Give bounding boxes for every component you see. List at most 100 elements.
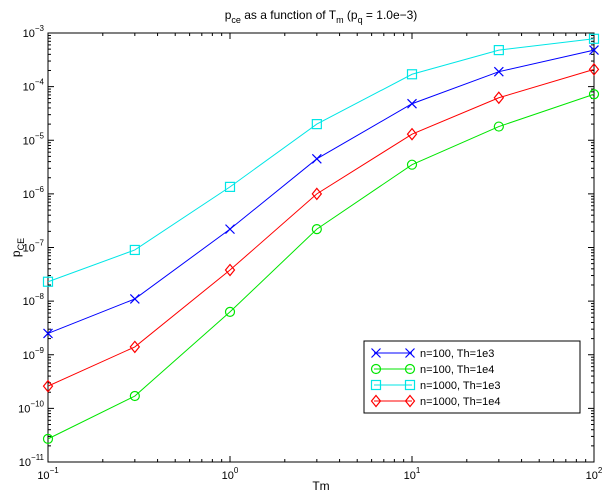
chart-title-part: (p bbox=[344, 8, 358, 22]
x-tick-label: 100 bbox=[222, 466, 239, 482]
data-point bbox=[406, 127, 418, 141]
legend-marker bbox=[404, 394, 416, 408]
chart-title-part: m bbox=[336, 15, 344, 25]
y-tick-label-exponent: −11 bbox=[31, 453, 45, 462]
chart-title-part: ce bbox=[231, 15, 241, 25]
y-tick-label: 10−4 bbox=[23, 78, 45, 94]
data-point bbox=[42, 276, 54, 287]
x-tick-label-base: 10 bbox=[222, 470, 234, 482]
series-3 bbox=[42, 62, 600, 393]
data-point bbox=[589, 45, 599, 56]
data-point bbox=[129, 340, 141, 354]
x-tick-label-base: 10 bbox=[404, 470, 416, 482]
series-layer bbox=[42, 33, 600, 444]
x-tick-label: 102 bbox=[586, 466, 603, 482]
y-tick-label: 10−7 bbox=[23, 239, 45, 255]
y-tick-label-base: 10 bbox=[23, 189, 35, 201]
x-tick-label: 10−1 bbox=[37, 466, 59, 482]
legend-marker bbox=[404, 363, 416, 375]
data-point bbox=[42, 379, 54, 393]
y-tick-label-base: 10 bbox=[23, 296, 35, 308]
y-tick-label: 10−5 bbox=[23, 131, 45, 147]
legend: n=100, Th=1e3 n=100, Th=1e4 n=1000, Th=1e3… bbox=[363, 340, 581, 414]
data-point bbox=[225, 224, 235, 235]
series-0 bbox=[43, 45, 599, 339]
legend-label: n=100, Th=1e4 bbox=[420, 364, 494, 376]
data-point bbox=[406, 159, 418, 170]
x-tick-label-base: 10 bbox=[586, 470, 598, 482]
y-tick-label: 10−10 bbox=[18, 399, 44, 415]
data-point bbox=[588, 89, 600, 100]
y-tick-label: 10−8 bbox=[23, 292, 45, 308]
x-tick-label: 101 bbox=[404, 466, 421, 482]
legend-marker bbox=[370, 363, 382, 375]
series-1 bbox=[42, 89, 600, 444]
y-tick-label: 10−6 bbox=[23, 185, 45, 201]
data-point bbox=[588, 62, 600, 76]
y-tick-label: 10−9 bbox=[23, 346, 45, 362]
data-point bbox=[493, 91, 505, 105]
y-tick-label-base: 10 bbox=[23, 350, 35, 362]
y-tick-label-base: 10 bbox=[23, 135, 35, 147]
legend-marker bbox=[404, 379, 416, 391]
data-point bbox=[129, 293, 140, 304]
x-tick-label-exponent: 1 bbox=[416, 466, 421, 475]
data-point bbox=[224, 306, 236, 317]
data-point bbox=[588, 33, 600, 44]
data-point bbox=[407, 98, 417, 109]
legend-entry: n=1000, Th=1e4 bbox=[370, 394, 501, 408]
y-tick-label-exponent: −3 bbox=[35, 24, 45, 33]
data-point bbox=[406, 69, 418, 80]
y-tick-label: 10−3 bbox=[23, 24, 45, 40]
legend-label: n=1000, Th=1e4 bbox=[420, 396, 501, 408]
x-axis-label: Tm bbox=[312, 479, 329, 493]
y-tick-label-exponent: −8 bbox=[35, 292, 45, 301]
data-point bbox=[311, 187, 323, 201]
series-2 bbox=[42, 33, 600, 287]
y-tick-label-base: 10 bbox=[23, 243, 35, 255]
series-line bbox=[47, 38, 595, 283]
y-tick-label-exponent: −4 bbox=[35, 78, 45, 87]
data-point bbox=[493, 66, 504, 77]
series-line bbox=[47, 93, 595, 440]
y-tick-label-exponent: −9 bbox=[35, 346, 45, 355]
y-tick-label-exponent: −6 bbox=[35, 185, 45, 194]
chart-title-part: p bbox=[225, 8, 232, 22]
y-tick-label-exponent: −7 bbox=[35, 239, 45, 248]
data-point bbox=[311, 224, 322, 235]
legend-marker bbox=[405, 348, 415, 358]
series-line bbox=[47, 68, 595, 387]
legend-entry: n=100, Th=1e4 bbox=[370, 363, 494, 376]
data-point bbox=[42, 433, 54, 444]
x-tick-label-exponent: −1 bbox=[50, 466, 60, 475]
data-point bbox=[224, 181, 236, 192]
y-tick-label-base: 10 bbox=[19, 457, 31, 469]
y-tick-label-base: 10 bbox=[23, 28, 35, 40]
legend-marker bbox=[370, 394, 382, 408]
data-point bbox=[311, 153, 322, 164]
y-tick-label-base: 10 bbox=[18, 403, 30, 415]
y-tick-label-exponent: −5 bbox=[35, 131, 45, 140]
legend-marker bbox=[371, 348, 381, 358]
data-point bbox=[493, 121, 504, 132]
legend-label: n=1000, Th=1e3 bbox=[420, 380, 501, 392]
data-point bbox=[224, 263, 236, 277]
data-point bbox=[129, 244, 140, 256]
data-point bbox=[311, 119, 322, 130]
x-tick-label-exponent: 2 bbox=[598, 466, 603, 475]
y-tick-label-base: 10 bbox=[23, 82, 35, 94]
chart-title: pce as a function of Tm (pq = 1.0e−3) bbox=[225, 8, 418, 25]
legend-entry: n=1000, Th=1e3 bbox=[370, 379, 501, 392]
y-tick-label-exponent: −10 bbox=[30, 399, 44, 408]
data-point bbox=[493, 44, 504, 56]
legend-label: n=100, Th=1e3 bbox=[420, 348, 494, 360]
legend-entry: n=100, Th=1e3 bbox=[371, 348, 494, 360]
legend-marker bbox=[370, 379, 382, 391]
y-tick-label: 10−11 bbox=[19, 453, 45, 469]
y-axis-label-part: CE bbox=[16, 238, 26, 251]
y-axis-label-part: p bbox=[9, 250, 23, 257]
x-tick-label-exponent: 0 bbox=[234, 466, 239, 475]
chart-title-part: q bbox=[358, 15, 363, 25]
